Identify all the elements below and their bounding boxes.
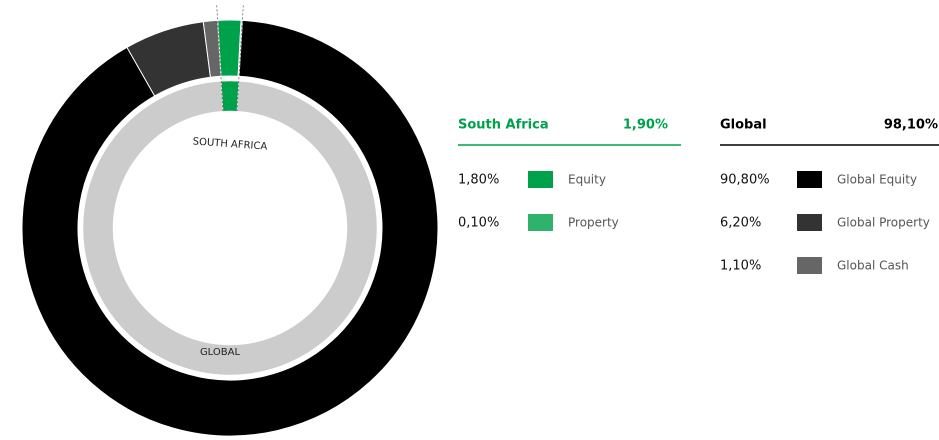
outer-segment xyxy=(202,19,222,78)
ring-label: SOUTH AFRICA xyxy=(192,136,267,152)
legend-value: 1,10% xyxy=(720,259,761,274)
legend-name: Property xyxy=(568,216,619,230)
legend-value: 0,10% xyxy=(458,216,499,231)
guide-line xyxy=(216,3,224,112)
group-heading: Global xyxy=(720,118,767,133)
legend-swatch xyxy=(528,171,553,188)
legend-name: Equity xyxy=(568,173,606,187)
group-total: 98,10% xyxy=(884,118,938,133)
outer-segment xyxy=(21,19,439,437)
legend-value: 6,20% xyxy=(720,216,761,231)
legend-value: 1,80% xyxy=(458,173,499,188)
legend-swatch xyxy=(797,257,822,274)
legend-swatch xyxy=(797,171,822,188)
ring-label: GLOBAL xyxy=(200,347,241,358)
group-total: 1,90% xyxy=(623,118,668,133)
legend-swatch xyxy=(528,214,553,231)
outer-segment xyxy=(217,19,242,77)
legend-swatch xyxy=(797,214,822,231)
guide-line xyxy=(236,3,244,112)
legend-name: Global Equity xyxy=(837,173,917,187)
legend-name: Global Property xyxy=(837,216,930,230)
legend-value: 90,80% xyxy=(720,173,770,188)
inner-segment xyxy=(220,80,240,112)
group-heading: South Africa xyxy=(458,118,549,133)
legend-name: Global Cash xyxy=(837,259,909,273)
inner-segment xyxy=(82,80,378,376)
